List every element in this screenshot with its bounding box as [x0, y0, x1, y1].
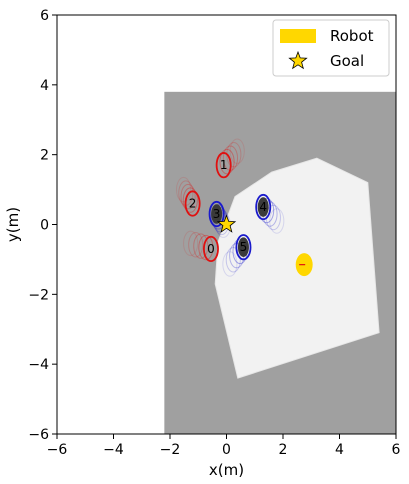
- x-tick-label: −6: [47, 442, 68, 458]
- agent-4-trail: [269, 208, 285, 234]
- y-tick-label: 2: [40, 148, 49, 164]
- agent-5-trail: [225, 247, 241, 273]
- agent-4-label: 4: [259, 200, 267, 214]
- x-tick-label: 2: [279, 442, 288, 458]
- agent-2-marker: [184, 190, 201, 217]
- agent-5-body: [237, 237, 249, 257]
- agent-1: 1: [215, 138, 245, 179]
- agent-0-trail: [188, 232, 204, 258]
- legend-robot-label: Robot: [330, 27, 374, 45]
- agent-0-trail: [198, 234, 214, 261]
- agent-5-trail: [222, 251, 238, 277]
- agent-4-marker: [255, 193, 272, 221]
- x-tick-label: −2: [160, 442, 181, 458]
- agent-1-trail: [229, 138, 245, 164]
- y-tick-label: 0: [40, 218, 49, 234]
- agent-5-marker: [235, 234, 252, 261]
- agent-2-trail: [175, 176, 192, 203]
- agent-0-trail: [183, 230, 199, 257]
- agent-2-label: 2: [189, 197, 197, 211]
- legend-goal-star-icon: [288, 50, 308, 70]
- legend: Robot Goal: [272, 19, 390, 77]
- x-tick-label: 4: [335, 442, 344, 458]
- legend-robot-swatch: [280, 29, 316, 43]
- y-axis-title: y(m): [4, 207, 22, 242]
- y-tick-label: −6: [28, 427, 49, 443]
- legend-goal-label: Goal: [330, 52, 364, 70]
- agent-0-trail: [193, 233, 209, 259]
- agent-1-trail: [219, 148, 235, 175]
- agent-4-body: [257, 197, 269, 217]
- x-tick-label: 6: [392, 442, 401, 458]
- y-tick-label: 4: [40, 78, 49, 94]
- agent-3-trail: [210, 204, 226, 230]
- agent-3-marker: [208, 200, 225, 228]
- y-tick-label: −2: [28, 287, 49, 303]
- agent-1-label: 1: [220, 158, 228, 172]
- map-layer: [164, 91, 396, 434]
- agent-3-label: 3: [213, 207, 221, 221]
- x-tick-label: −4: [103, 442, 124, 458]
- agent-0: 0: [183, 230, 219, 263]
- agent-2-trail: [180, 183, 196, 210]
- agent-2-trail: [182, 187, 198, 213]
- agent-5-label: 5: [240, 240, 248, 254]
- agent-2: 2: [175, 176, 201, 217]
- agents-layer: 0 1 2 3 4 5: [175, 138, 285, 277]
- agent-3-body: [211, 204, 223, 224]
- y-tick-label: 6: [40, 8, 49, 24]
- robot-layer: [295, 253, 313, 277]
- agent-0-marker: [202, 235, 219, 263]
- agent-1-marker: [215, 152, 232, 179]
- x-axis-title: x(m): [209, 461, 244, 479]
- x-tick-label: 0: [222, 442, 231, 458]
- agent-5: 5: [222, 234, 252, 277]
- agent-4: 4: [255, 193, 285, 234]
- agent-0-label: 0: [207, 242, 215, 256]
- y-tick-label: −4: [28, 357, 49, 373]
- ticks-layer: −6 −4 −2 0 2 4 6 −6 −4 −2 0 2 4 6: [28, 8, 400, 458]
- goal-star-icon: [216, 214, 237, 233]
